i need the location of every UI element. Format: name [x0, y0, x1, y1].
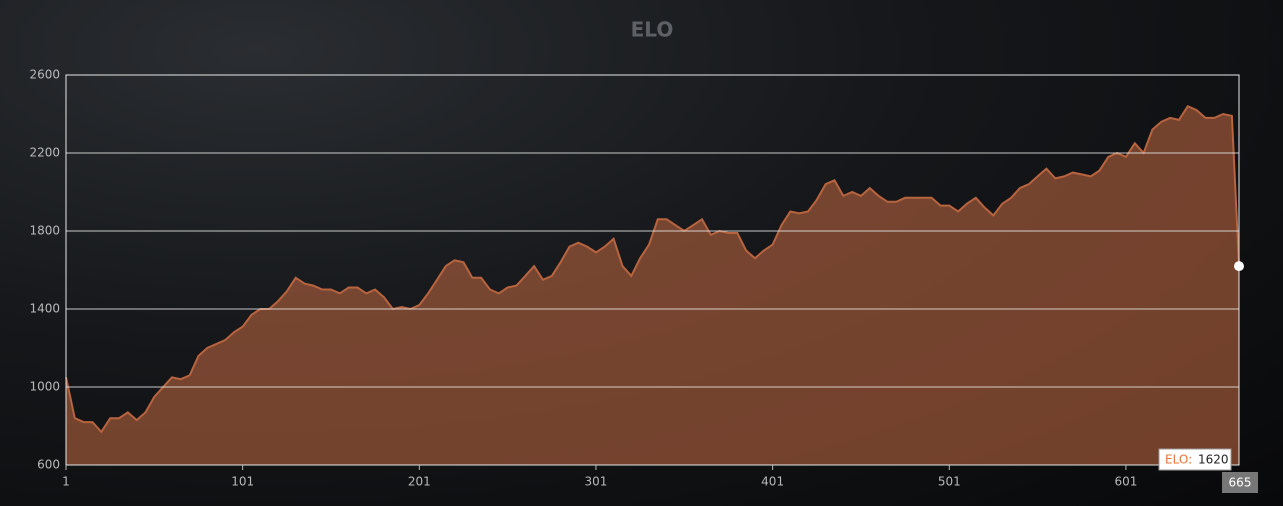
x-tick-label: 101: [231, 475, 254, 489]
x-tick-label: 601: [1114, 475, 1137, 489]
x-tick-label: 201: [408, 475, 431, 489]
x-tick-label: 301: [585, 475, 608, 489]
y-tick-label: 1000: [29, 380, 60, 394]
tooltip-label: ELO:: [1165, 453, 1192, 467]
y-tick-label: 1400: [29, 302, 60, 316]
tooltip-value: 1620: [1198, 453, 1229, 467]
area-fill: [66, 106, 1239, 465]
tooltip: ELO: 1620: [1158, 448, 1232, 471]
y-tick-label: 2600: [29, 68, 60, 82]
hover-point: [1234, 261, 1244, 272]
x-tick-label: 401: [761, 475, 784, 489]
tooltip-box: [1158, 448, 1232, 471]
x-hover-box: [1222, 472, 1258, 493]
x-tick-label: 501: [938, 475, 961, 489]
y-tick-label: 600: [37, 458, 60, 472]
y-tick-label: 1800: [29, 224, 60, 238]
x-tick-label: 1: [62, 475, 70, 489]
x-hover-label: 665: [1229, 476, 1252, 490]
chart-title: ELO: [631, 18, 674, 42]
y-tick-label: 2200: [29, 146, 60, 160]
